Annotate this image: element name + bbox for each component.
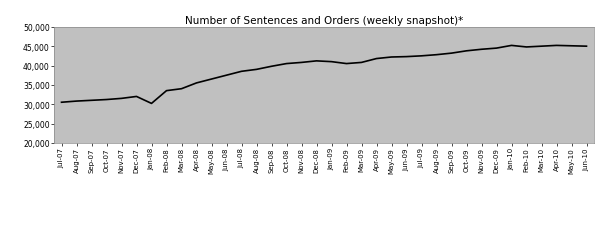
- Title: Number of Sentences and Orders (weekly snapshot)*: Number of Sentences and Orders (weekly s…: [185, 16, 463, 26]
